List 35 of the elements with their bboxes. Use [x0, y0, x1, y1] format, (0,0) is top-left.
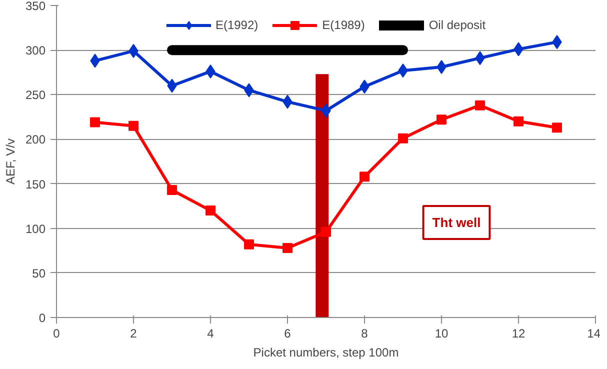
y-tick-label: 150	[25, 177, 46, 192]
point	[514, 116, 524, 126]
point	[436, 114, 446, 125]
point	[475, 100, 485, 110]
point	[321, 226, 331, 237]
y-tick-label: 50	[32, 266, 46, 280]
point	[360, 172, 370, 182]
point	[206, 206, 216, 216]
x-tick-label: 8	[361, 326, 368, 340]
y-axis-title: AEF, V/v	[3, 138, 18, 185]
point	[398, 133, 408, 144]
point	[90, 117, 100, 128]
annotation: Tht well	[432, 215, 481, 230]
x-axis-title: Picket numbers, step 100m	[253, 346, 399, 360]
legend-label: E(1989)	[322, 18, 365, 32]
x-tick-label: 4	[207, 326, 214, 340]
point	[282, 242, 292, 253]
point	[244, 239, 254, 250]
point	[128, 120, 138, 131]
y-tick-label: 250	[25, 88, 46, 102]
legend-label: Oil deposit	[428, 18, 486, 32]
legend-label: E(1992)	[215, 18, 258, 32]
x-tick-label: 0	[53, 326, 60, 340]
x-tick-label: 10	[434, 326, 448, 340]
y-tick-label: 350	[25, 0, 46, 13]
y-tick-label: 300	[25, 44, 46, 58]
point	[167, 185, 177, 196]
x-tick-label: 14	[587, 326, 601, 340]
y-tick-label: 100	[25, 222, 46, 236]
x-tick-label: 2	[130, 326, 138, 340]
x-tick-label: 12	[512, 326, 526, 340]
y-tick-label: 200	[25, 132, 46, 147]
point	[552, 122, 562, 133]
x-tick-label: 6	[284, 326, 292, 340]
y-tick-label: 0	[38, 311, 46, 325]
